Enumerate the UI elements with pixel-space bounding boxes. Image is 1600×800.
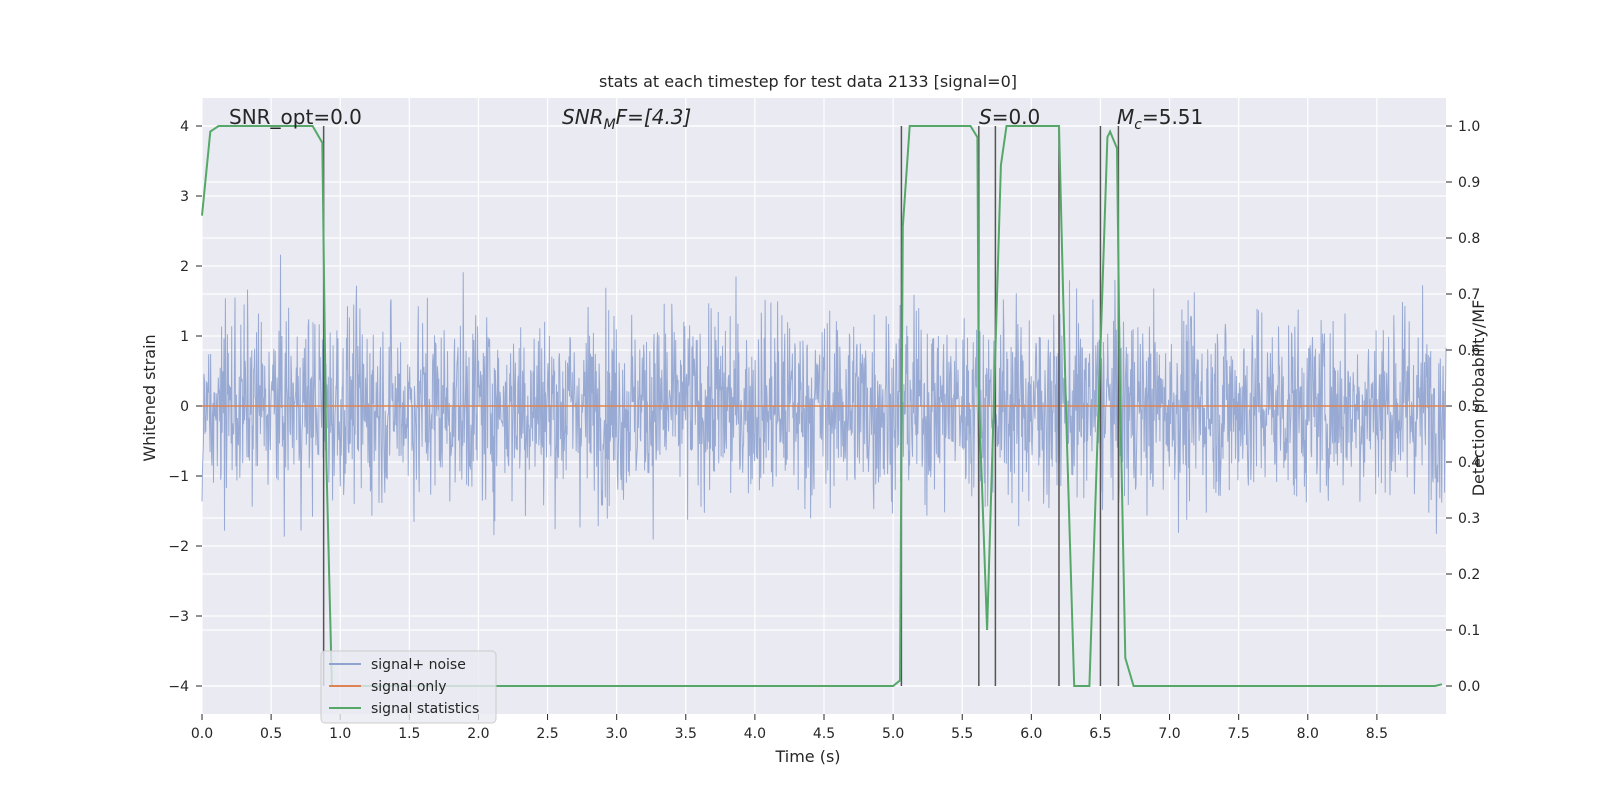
x-tick-label: 8.0	[1297, 726, 1319, 742]
x-tick-label: 2.5	[536, 726, 558, 742]
x-axis-ticks: 0.0 0.5 1.0 1.5 2.0 2.5 3.0 3.5 4.0 4.5 5.0 5.5 6.0 6…	[191, 714, 1388, 742]
x-tick-label: 4.5	[813, 726, 835, 742]
x-tick-label: 5.5	[951, 726, 973, 742]
x-tick-label: 1.5	[398, 726, 420, 742]
y-right-tick-label: 0.2	[1458, 567, 1480, 583]
y-axis-left-label: Whitened strain	[140, 334, 159, 461]
y-right-tick-label: 0.6	[1458, 343, 1480, 359]
legend-entry-signal-statistics: signal statistics	[371, 701, 479, 717]
x-axis-label: Time (s)	[774, 747, 840, 766]
y-left-tick-label: −2	[168, 539, 189, 555]
x-tick-label: 2.0	[467, 726, 489, 742]
x-tick-label: 1.0	[329, 726, 351, 742]
y-left-tick-label: −4	[168, 679, 189, 695]
y-right-tick-label: 1.0	[1458, 119, 1480, 135]
annotation-snr-opt: SNR_opt=0.0	[229, 105, 362, 129]
x-tick-label: 4.0	[744, 726, 766, 742]
x-tick-label: 0.5	[260, 726, 282, 742]
x-tick-label: 6.5	[1089, 726, 1111, 742]
annotation-s-main: S	[979, 105, 992, 129]
x-tick-label: 7.5	[1228, 726, 1250, 742]
annotation-snr-mf-main: SNR	[562, 105, 604, 129]
y-left-tick-label: 1	[180, 329, 189, 345]
y-right-tick-label: 0.7	[1458, 287, 1480, 303]
annotation-snr-mf: SNRMF=[4.3]	[562, 105, 691, 133]
y-axis-right-ticks: 0.0 0.1 0.2 0.3 0.4 0.5 0.6 0.7 0.8 0.9 1.0	[1446, 119, 1480, 695]
chart-title: stats at each timestep for test data 213…	[599, 72, 1017, 91]
y-left-tick-label: 3	[180, 189, 189, 205]
legend-entry-signal-plus-noise: signal+ noise	[371, 657, 466, 673]
y-right-tick-label: 0.0	[1458, 679, 1480, 695]
signal-plus-noise-line	[201, 254, 1447, 540]
legend-box	[320, 650, 497, 724]
y-right-tick-label: 0.9	[1458, 175, 1480, 191]
y-right-tick-label: 0.3	[1458, 511, 1480, 527]
x-tick-label: 8.5	[1366, 726, 1388, 742]
series-signal-plus-noise	[201, 254, 1447, 540]
y-left-tick-label: 2	[180, 259, 189, 275]
y-axis-left-ticks: −4 −3 −2 −1 0 1 2 3 4	[168, 119, 202, 695]
y-right-tick-label: 0.1	[1458, 623, 1480, 639]
legend: signal+ noise signal only signal statist…	[320, 650, 497, 724]
annotation-snr-mf-sub: M	[604, 117, 616, 133]
x-tick-label: 0.0	[191, 726, 213, 742]
series-signal-statistics	[201, 125, 1443, 687]
annotation-mc-tail: =5.51	[1142, 105, 1203, 129]
y-axis-right-label: Detection probability/MF	[1469, 300, 1488, 497]
x-tick-label: 7.0	[1158, 726, 1180, 742]
y-right-tick-label: 0.5	[1458, 399, 1480, 415]
x-tick-label: 6.0	[1020, 726, 1042, 742]
annotation-s: S=0.0	[979, 105, 1040, 129]
signal-statistics-line	[201, 125, 1443, 687]
annotation-snr-mf-tail: F=[4.3]	[616, 105, 692, 129]
x-tick-label: 3.0	[606, 726, 628, 742]
annotation-mc-sub: c	[1134, 117, 1142, 133]
x-tick-label: 5.0	[882, 726, 904, 742]
annotation-s-tail: =0.0	[992, 105, 1041, 129]
y-left-tick-label: 0	[180, 399, 189, 415]
y-left-tick-label: −3	[168, 609, 189, 625]
x-tick-label: 3.5	[675, 726, 697, 742]
annotation-mc-main: M	[1117, 105, 1134, 129]
annotation-mc: Mc=5.51	[1117, 105, 1203, 133]
y-left-tick-label: −1	[168, 469, 189, 485]
y-right-tick-label: 0.8	[1458, 231, 1480, 247]
y-right-tick-label: 0.4	[1458, 455, 1480, 471]
legend-entry-signal-only: signal only	[371, 679, 446, 695]
y-left-tick-label: 4	[180, 119, 189, 135]
